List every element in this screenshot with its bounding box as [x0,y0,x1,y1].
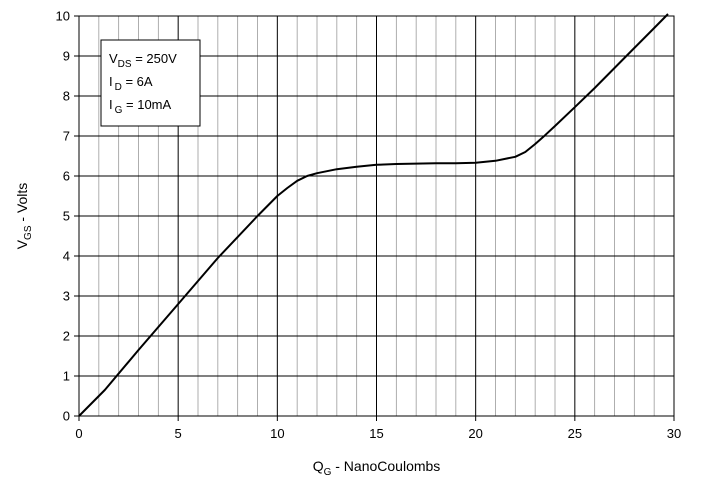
y-tick-label: 6 [63,169,70,184]
x-tick-label: 10 [270,426,284,441]
y-tick-label: 1 [63,369,70,384]
y-axis-ticks: 0 1 2 3 4 5 6 7 8 9 10 [56,9,79,424]
x-axis-title-subscript: G [324,467,332,478]
y-tick-label: 9 [63,49,70,64]
x-axis-title: QG - NanoCoulombs [313,458,441,478]
legend-entry: VDS = 250V [109,51,177,70]
x-axis-ticks: 0 5 10 15 20 25 30 [75,416,681,441]
y-tick-label: 10 [56,9,70,24]
x-tick-label: 25 [568,426,582,441]
y-tick-label: 2 [63,329,70,344]
y-tick-label: 5 [63,209,70,224]
x-tick-label: 20 [468,426,482,441]
gate-charge-curve [78,13,669,417]
y-tick-label: 0 [63,409,70,424]
x-tick-label: 0 [75,426,82,441]
legend-box: VDS = 250V I D = 6A I G = 10mA [100,39,201,127]
y-tick-label: 7 [63,129,70,144]
x-tick-label: 30 [667,426,681,441]
y-axis-title: VGS - Volts [14,183,34,250]
y-tick-label: 3 [63,289,70,304]
legend-frame [100,39,201,127]
x-tick-label: 5 [175,426,182,441]
y-axis-title-subscript: GS [23,225,34,240]
x-tick-label: 15 [369,426,383,441]
y-tick-label: 4 [63,249,70,264]
legend-items: VDS = 250V I D = 6A I G = 10mA [109,51,177,116]
y-tick-label: 8 [63,89,70,104]
